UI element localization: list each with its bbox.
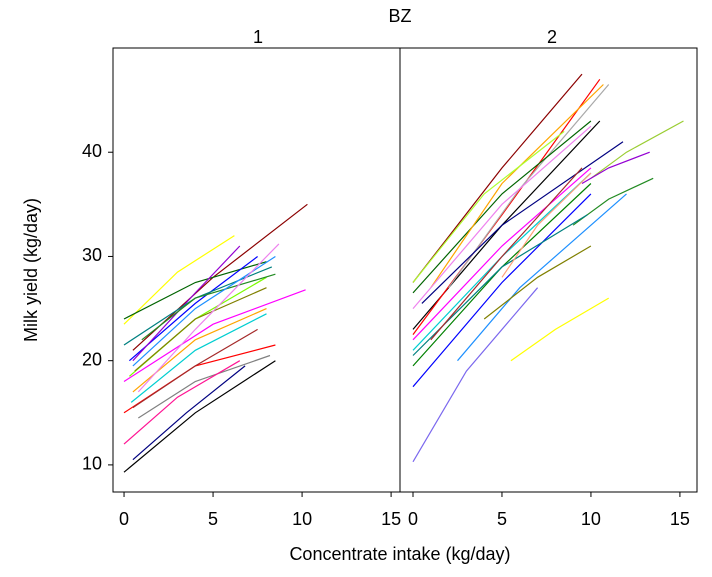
x-tick-label: 0 [119,509,129,529]
panel-title: 1 [253,27,263,47]
x-tick-label: 15 [381,509,401,529]
data-line [130,313,267,403]
x-tick-label: 10 [581,509,601,529]
data-line [137,354,271,419]
data-line [123,235,235,325]
data-line [412,125,592,309]
x-tick-label: 10 [292,509,312,529]
y-tick-label: 10 [82,454,102,474]
data-line [590,120,684,179]
data-line [123,360,276,473]
panel-title: 2 [547,27,557,47]
data-line [421,141,624,304]
x-tick-label: 15 [670,509,690,529]
data-line [412,167,592,341]
y-tick-label: 20 [82,349,102,369]
y-axis-label: Milk yield (kg/day) [21,198,41,342]
data-line [132,245,241,362]
data-line [141,273,276,341]
data-line [132,255,276,367]
data-line [134,287,267,372]
data-line [132,328,258,409]
data-line [412,73,583,283]
panel-frame [399,47,698,493]
data-line [448,84,610,289]
data-line [412,120,601,330]
x-tick-label: 0 [408,509,418,529]
x-tick-label: 5 [208,509,218,529]
data-line [137,243,280,393]
data-line [412,287,539,463]
data-line [412,130,565,283]
data-line [412,120,592,294]
panel-frame [112,47,401,493]
x-axis-label: Concentrate intake (kg/day) [289,544,510,564]
data-line [132,365,246,461]
y-tick-label: 40 [82,141,102,161]
data-line [457,193,627,362]
data-line [501,172,592,278]
x-tick-label: 5 [497,509,507,529]
data-line [123,360,241,445]
data-line [572,177,654,226]
data-line [483,245,592,320]
data-line [430,167,583,341]
data-line [129,256,258,362]
data-line [412,193,592,388]
data-line [581,151,650,185]
chart-title: BZ [388,6,411,26]
y-tick-label: 30 [82,245,102,265]
data-line [510,297,610,362]
data-line [430,84,604,289]
data-line [412,78,601,335]
data-line [123,261,267,320]
data-line [123,289,306,383]
